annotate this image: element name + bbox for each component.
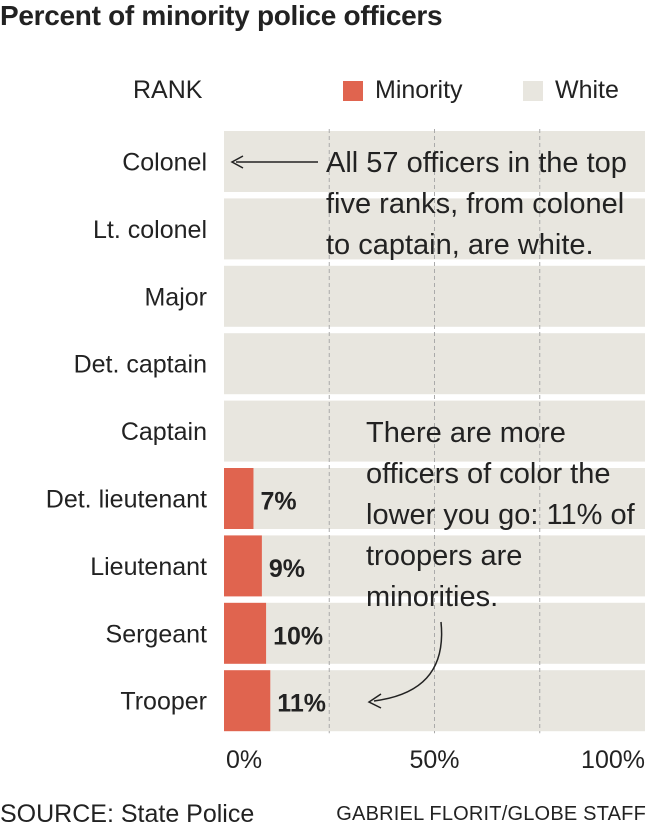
category-label: Lt. colonel [93,216,207,244]
arrowhead-bottom [367,693,382,709]
chart-title: Percent of minority police officers [0,0,443,31]
category-label: Major [144,283,207,311]
legend-swatch-white [523,80,543,101]
legend-swatch-minority [343,80,363,101]
category-label: Trooper [120,688,207,716]
category-label: Det. captain [74,351,207,379]
category-label: Captain [121,418,207,446]
value-label: 9% [269,555,305,583]
bar-white [224,265,645,327]
x-tick-label: 0% [226,746,262,774]
category-label: Colonel [122,149,207,177]
bar-minority [224,468,254,529]
legend-label-white: White [555,76,619,104]
value-label: 11% [277,690,326,718]
bar-minority [224,670,271,732]
bar-white [270,670,645,732]
legend-item-minority: Minority [343,76,463,105]
legend-label-minority: Minority [375,76,463,104]
category-label: Lieutenant [90,553,207,581]
bar-minority [224,535,262,597]
arrow-line-bottom [373,621,443,702]
bar-minority [224,602,267,664]
x-tick-label: 50% [409,746,459,774]
legend-item-white: White [523,76,619,105]
source-note: SOURCE: State Police [0,800,255,828]
bar-white [253,468,645,529]
x-tick-label: 100% [581,746,645,774]
annotation-lower-ranks: There are more officers of color the low… [366,417,635,613]
arrowhead-top [230,155,244,169]
rank-header: RANK [133,76,203,104]
category-label: Det. lieutenant [46,486,207,514]
value-label: 7% [260,488,296,516]
value-label: 10% [273,622,323,650]
category-label: Sergeant [106,620,208,648]
credit-note: GABRIEL FLORIT/GLOBE STAFF [336,803,646,825]
bar-white [261,535,645,597]
annotation-top-ranks: All 57 officers in the top five ranks, f… [326,147,627,261]
